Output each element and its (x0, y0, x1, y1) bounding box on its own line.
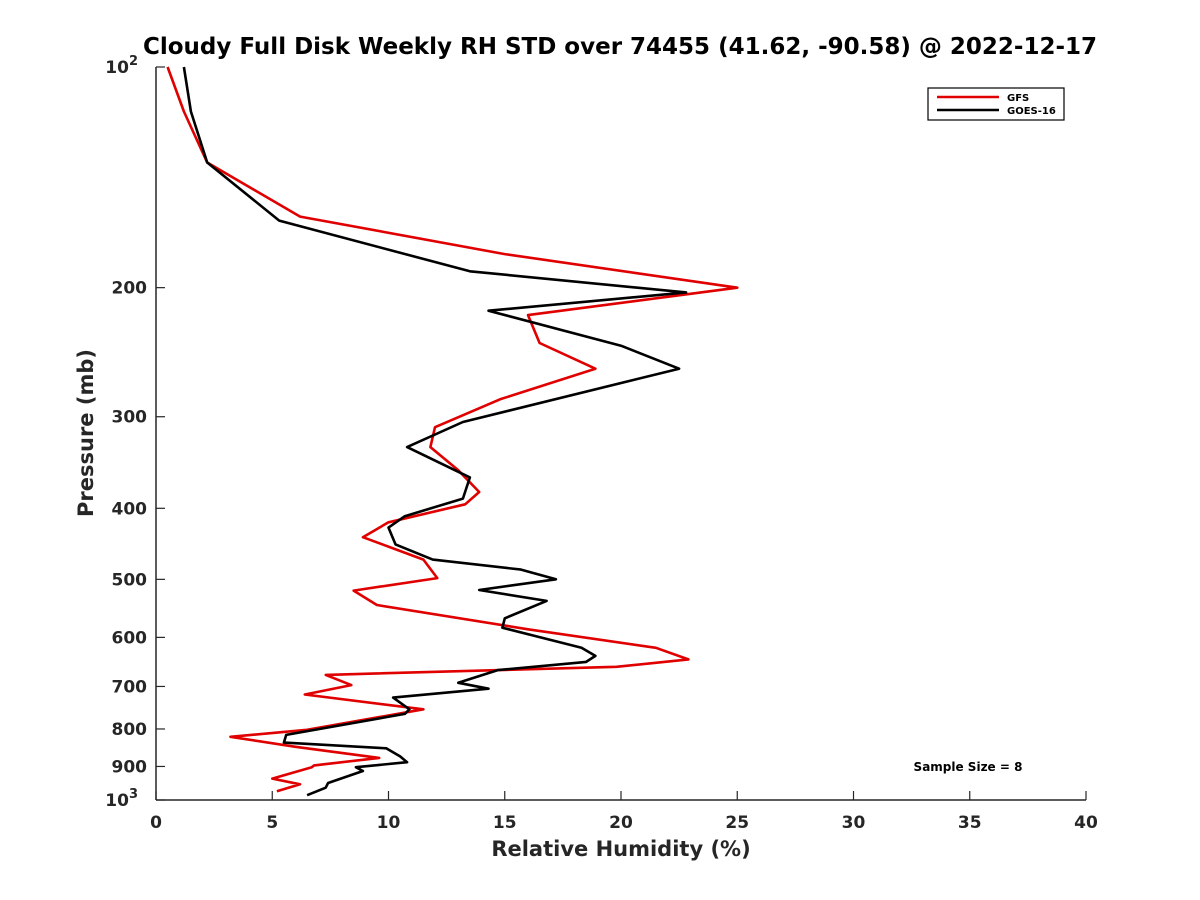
legend-label-goes16: GOES-16 (1007, 106, 1056, 117)
x-tick-label: 35 (958, 813, 982, 833)
x-ticks: 0 5 10 15 20 25 30 35 40 (150, 791, 1098, 833)
y-axis-label: Pressure (mb) (74, 349, 98, 517)
chart-title: Cloudy Full Disk Weekly RH STD over 7445… (143, 34, 1097, 60)
legend: GFS GOES-16 (927, 87, 1065, 121)
y-tick-label: 103 (105, 787, 138, 811)
y-tick-label: 400 (112, 499, 148, 519)
x-axis-label: Relative Humidity (%) (491, 837, 750, 861)
plot-area (156, 67, 1086, 800)
series-line-goes16 (182, 66, 688, 797)
x-tick-label: 10 (377, 813, 401, 833)
sample-size-annotation: Sample Size = 8 (914, 760, 1023, 774)
y-tick-label: 800 (112, 720, 148, 740)
x-tick-label: 5 (266, 813, 278, 833)
y-ticks: 102 200 300 400 500 600 700 800 900 103 (105, 54, 165, 811)
x-tick-label: 15 (493, 813, 517, 833)
x-tick-label: 30 (842, 813, 866, 833)
series-layer (166, 66, 739, 797)
x-tick-label: 20 (609, 813, 633, 833)
x-tick-label: 40 (1074, 813, 1098, 833)
y-tick-label: 200 (112, 279, 148, 299)
y-tick-label: 102 (105, 54, 138, 78)
series-line-gfs (166, 66, 739, 793)
legend-box (927, 87, 1065, 121)
y-tick-label: 300 (112, 408, 148, 428)
x-tick-label: 0 (150, 813, 162, 833)
y-tick-label: 500 (112, 570, 148, 590)
legend-label-gfs: GFS (1007, 93, 1029, 104)
x-tick-label: 25 (725, 813, 749, 833)
y-tick-label: 700 (112, 677, 148, 697)
y-tick-label: 900 (112, 757, 148, 777)
y-tick-label: 600 (112, 628, 148, 648)
